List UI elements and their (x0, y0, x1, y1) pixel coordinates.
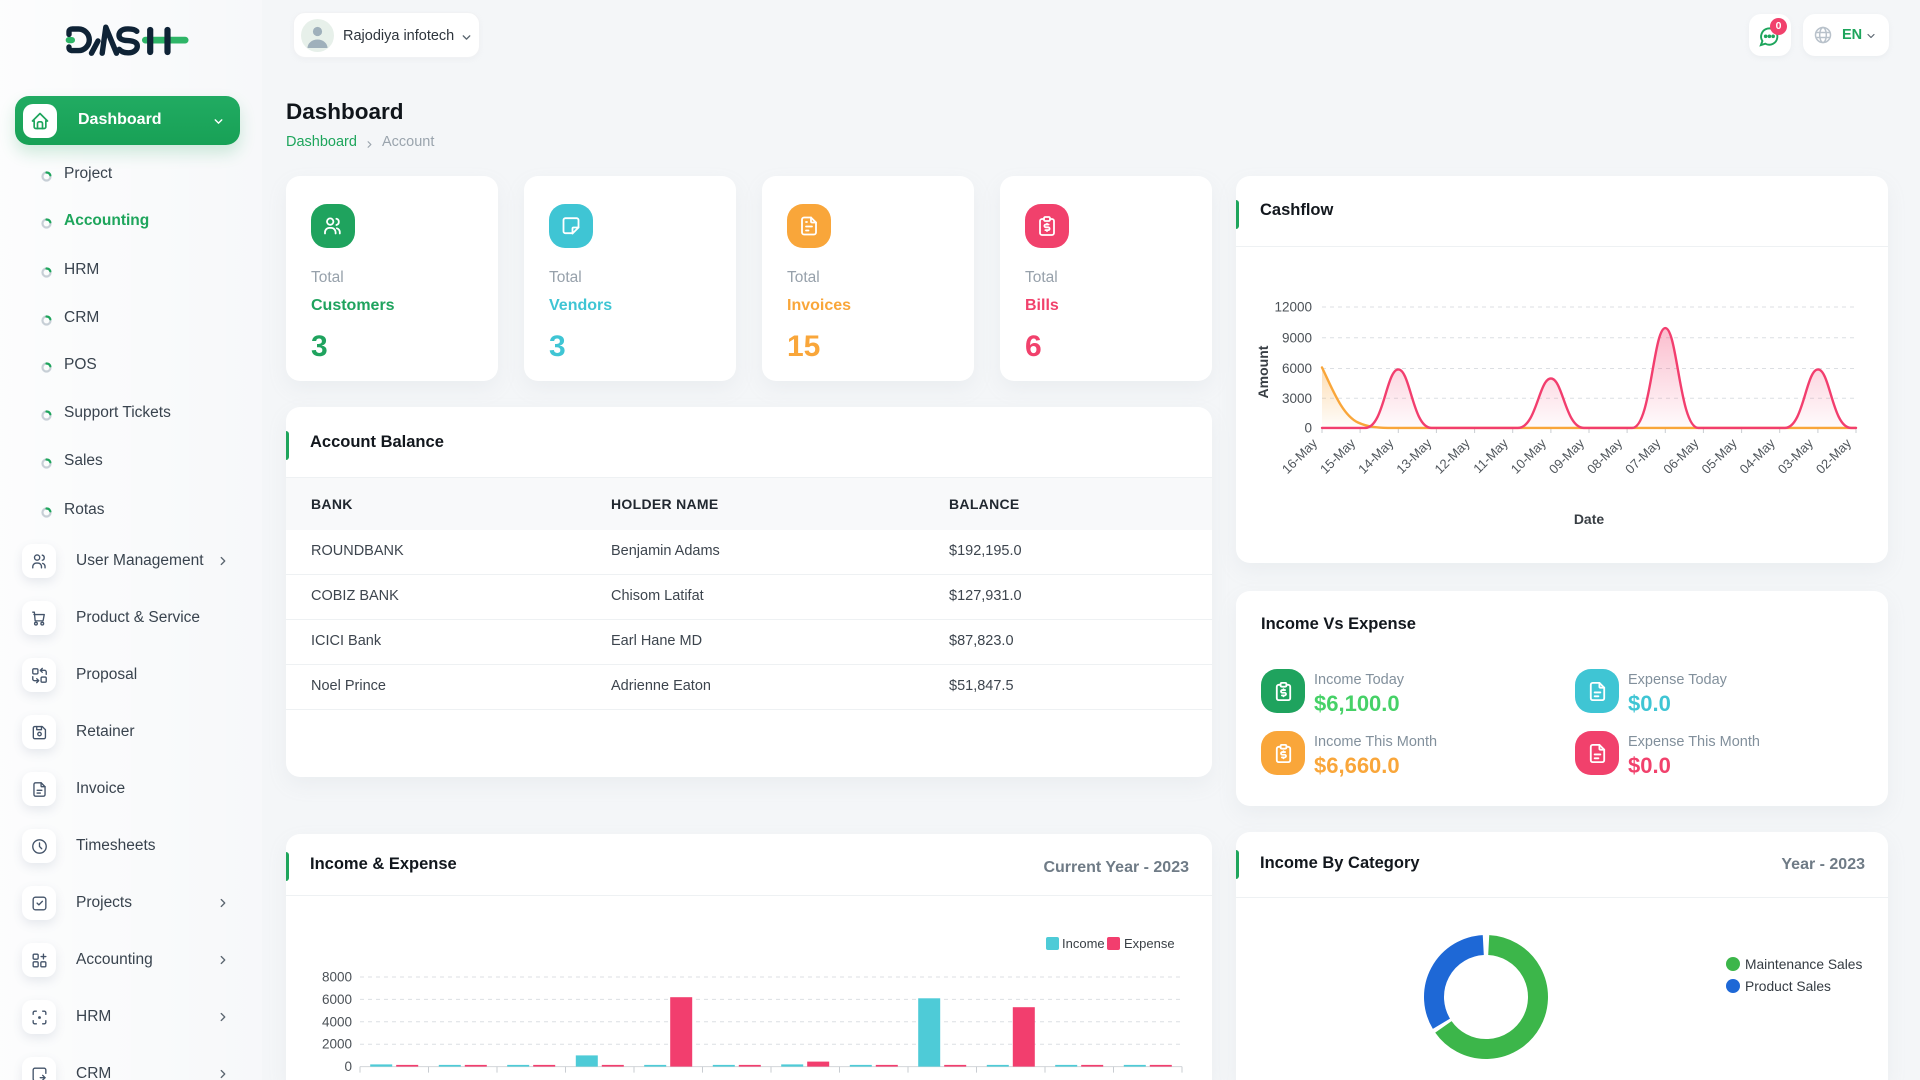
svg-text:04-May: 04-May (1737, 435, 1779, 477)
svg-text:Product Sales: Product Sales (1745, 979, 1831, 994)
svg-text:3000: 3000 (1282, 391, 1312, 406)
svg-text:9000: 9000 (1282, 330, 1312, 345)
svg-text:13-May: 13-May (1393, 435, 1435, 477)
svg-text:02-May: 02-May (1813, 435, 1855, 477)
svg-text:0: 0 (344, 1059, 352, 1074)
svg-text:Expense: Expense (1124, 936, 1175, 951)
svg-text:6000: 6000 (322, 992, 352, 1007)
svg-text:6000: 6000 (1282, 361, 1312, 376)
svg-text:Maintenance Sales: Maintenance Sales (1745, 957, 1862, 972)
svg-text:05-May: 05-May (1698, 435, 1740, 477)
svg-text:06-May: 06-May (1660, 435, 1702, 477)
svg-text:12-May: 12-May (1431, 435, 1473, 477)
svg-text:10-May: 10-May (1508, 435, 1550, 477)
svg-text:Income: Income (1062, 936, 1105, 951)
svg-text:16-May: 16-May (1279, 435, 1321, 477)
svg-text:Date: Date (1574, 511, 1605, 527)
svg-text:08-May: 08-May (1584, 435, 1626, 477)
svg-text:11-May: 11-May (1470, 435, 1511, 476)
svg-text:15-May: 15-May (1317, 435, 1359, 477)
svg-text:8000: 8000 (322, 970, 352, 985)
svg-text:09-May: 09-May (1546, 435, 1588, 477)
svg-text:14-May: 14-May (1355, 435, 1397, 477)
svg-text:07-May: 07-May (1622, 435, 1664, 477)
svg-text:0: 0 (1304, 421, 1312, 436)
svg-text:2000: 2000 (322, 1037, 352, 1052)
svg-text:12000: 12000 (1274, 300, 1312, 315)
svg-text:Amount: Amount (1255, 345, 1271, 398)
svg-text:03-May: 03-May (1775, 435, 1817, 477)
svg-text:4000: 4000 (322, 1014, 352, 1029)
